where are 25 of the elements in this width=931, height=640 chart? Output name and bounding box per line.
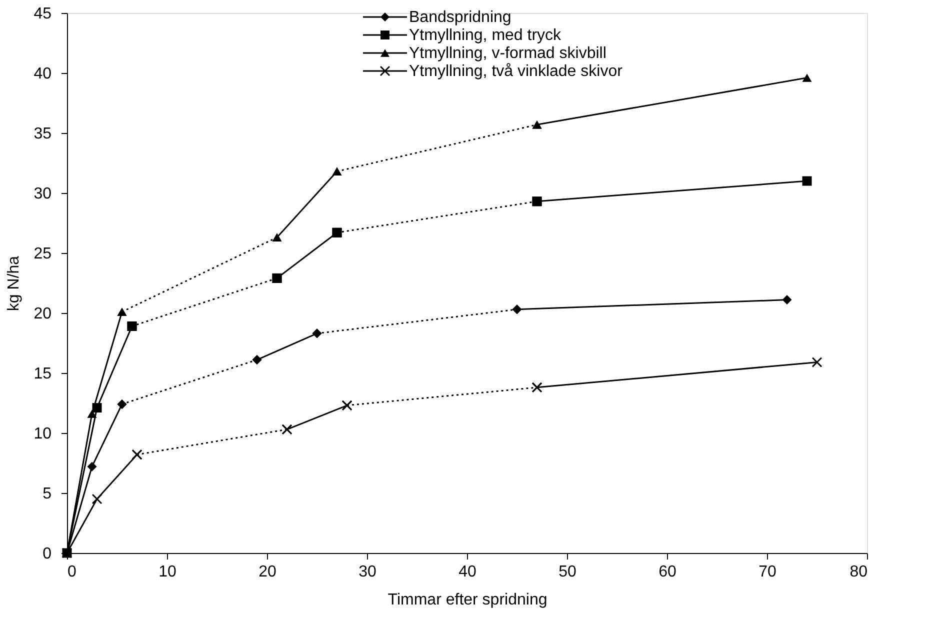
y-tick-label: 5 bbox=[42, 486, 52, 502]
x-tick-label: 10 bbox=[158, 564, 176, 580]
y-tick-label: 10 bbox=[34, 426, 52, 442]
y-tick-label: 45 bbox=[34, 6, 52, 22]
x-tick-label: 70 bbox=[758, 564, 776, 580]
legend-label: Ytmyllning, två vinklade skivor bbox=[409, 63, 624, 80]
y-tick-label: 25 bbox=[34, 246, 52, 262]
legend-label: Bandspridning bbox=[409, 9, 512, 26]
x-tick-label: 40 bbox=[458, 564, 476, 580]
legend-label: Ytmyllning, v-formad skivbill bbox=[409, 45, 606, 62]
x-tick-label: 20 bbox=[258, 564, 276, 580]
x-tick-label: 60 bbox=[658, 564, 676, 580]
legend-label: Ytmyllning, med tryck bbox=[409, 27, 562, 44]
y-tick-label: 0 bbox=[42, 546, 52, 562]
y-tick-label: 30 bbox=[34, 186, 52, 202]
y-tick-label: 40 bbox=[34, 66, 52, 82]
y-tick-label: 35 bbox=[34, 126, 52, 142]
x-axis-title: Timmar efter spridning bbox=[388, 592, 548, 608]
y-tick-label: 15 bbox=[34, 366, 52, 382]
x-tick-label: 0 bbox=[68, 564, 76, 580]
x-tick-label: 50 bbox=[558, 564, 576, 580]
y-axis-title: kg N/ha bbox=[6, 256, 23, 312]
x-tick-label: 30 bbox=[358, 564, 376, 580]
x-tick-label: 80 bbox=[850, 564, 868, 580]
y-tick-label: 20 bbox=[34, 306, 52, 322]
